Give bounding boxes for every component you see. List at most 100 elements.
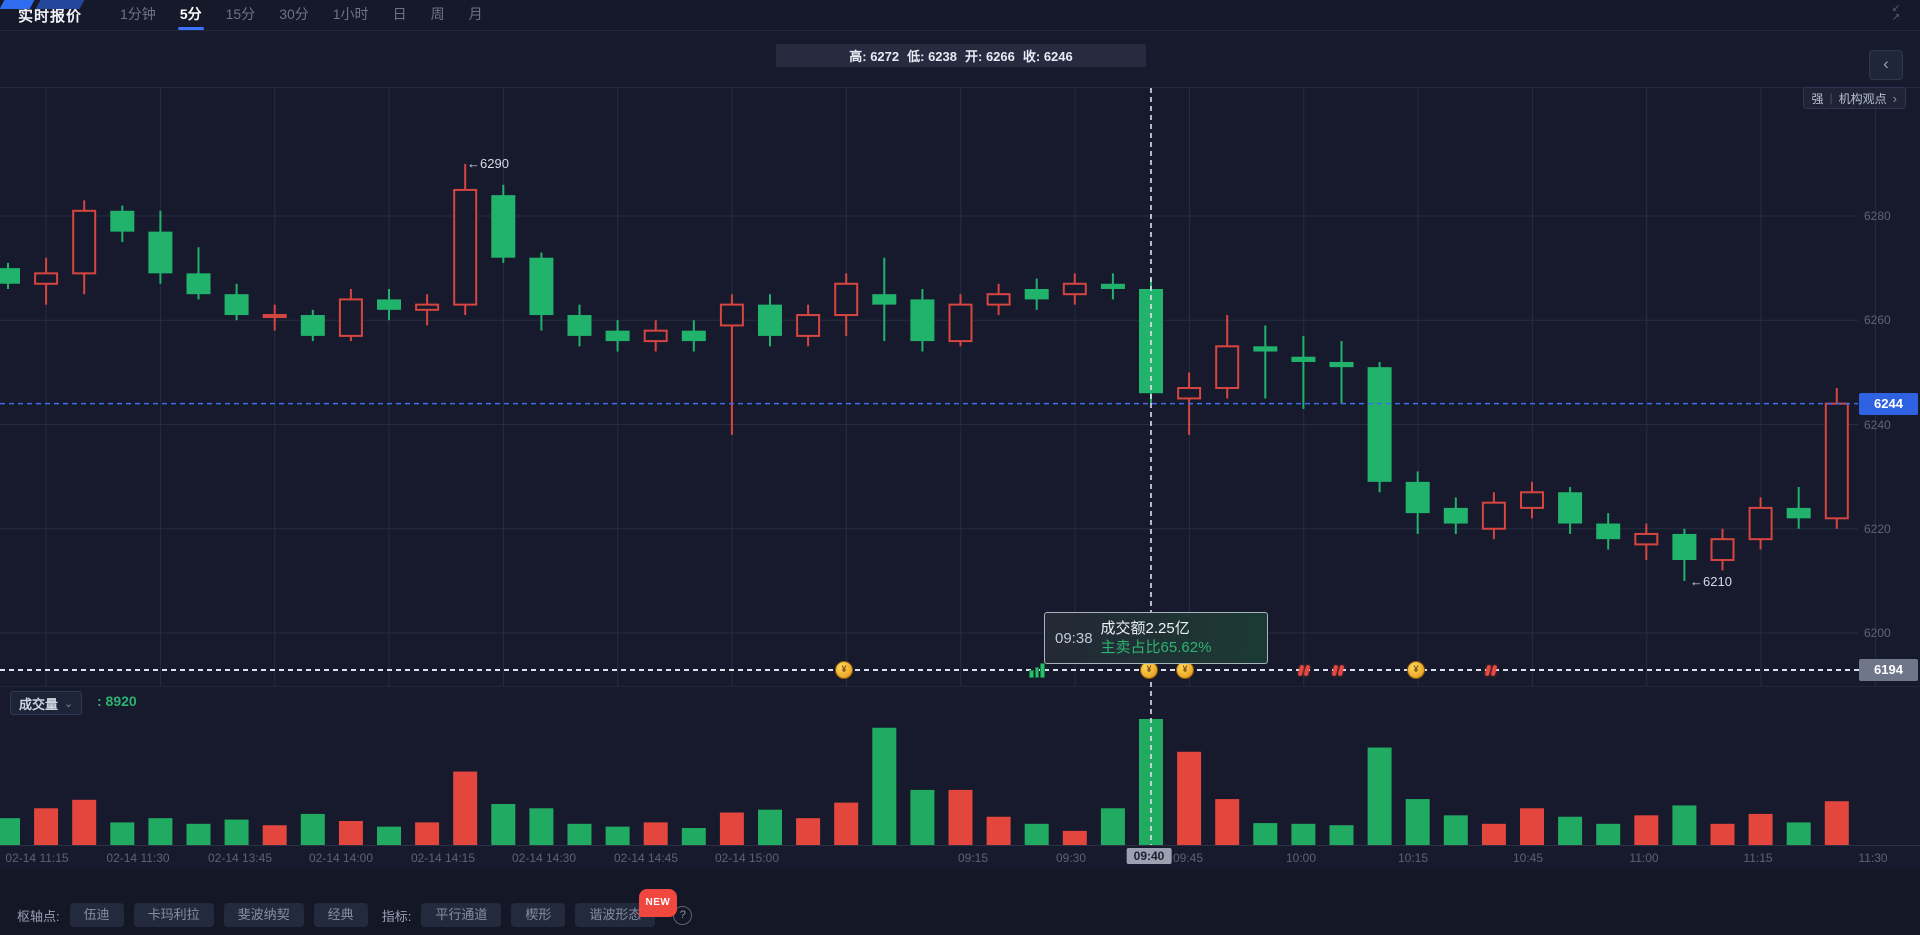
candle-body[interactable] [948, 303, 973, 343]
volume-bar[interactable] [872, 727, 897, 845]
volume-bar[interactable] [1481, 823, 1506, 845]
volume-bar[interactable] [1596, 823, 1621, 845]
candle-body[interactable] [1824, 402, 1849, 520]
indicator-button-1[interactable]: 楔形 [511, 903, 566, 927]
candle-body[interactable] [224, 294, 249, 316]
candle-body[interactable] [110, 210, 135, 232]
candle-body[interactable] [1253, 346, 1278, 352]
tab-interval-3[interactable]: 30分 [279, 6, 309, 22]
volume-bar[interactable] [1177, 751, 1202, 845]
tab-interval-4[interactable]: 1小时 [332, 6, 369, 22]
candle-body[interactable] [1291, 356, 1316, 362]
volume-bar[interactable] [186, 823, 211, 845]
volume-bar[interactable] [948, 789, 973, 845]
candle-body[interactable] [1443, 507, 1468, 524]
candle-body[interactable] [1405, 481, 1430, 514]
volume-bar[interactable] [110, 822, 135, 845]
volume-bar[interactable] [1291, 823, 1316, 845]
candle-body[interactable] [262, 314, 287, 319]
candle-body[interactable] [1596, 523, 1621, 540]
pivot-button-0[interactable]: 伍迪 [69, 903, 124, 927]
tab-interval-0[interactable]: 1分钟 [120, 6, 156, 22]
volume-bar[interactable] [719, 812, 744, 845]
candle-body[interactable] [1100, 283, 1125, 289]
marker-coin-icon[interactable]: ¥ [1407, 661, 1425, 679]
candle-body[interactable] [1329, 361, 1354, 368]
marker-coin-icon[interactable]: ¥ [835, 661, 853, 679]
volume-bar[interactable] [0, 818, 20, 845]
pivot-button-3[interactable]: 经典 [313, 903, 368, 927]
candle-body[interactable] [34, 272, 59, 285]
volume-bar[interactable] [796, 818, 821, 845]
candle-body[interactable] [796, 314, 821, 337]
volume-bar[interactable] [262, 825, 287, 845]
volume-bar[interactable] [72, 799, 97, 845]
volume-bar[interactable] [758, 809, 782, 845]
collapse-panel-button[interactable]: ‹ [1869, 50, 1903, 80]
candle-body[interactable] [1520, 491, 1544, 509]
candle-body[interactable] [1558, 492, 1583, 524]
volume-bar[interactable] [1405, 799, 1430, 845]
tab-interval-5[interactable]: 日 [392, 6, 407, 22]
marker-chart-up-icon[interactable] [1029, 662, 1046, 678]
volume-bar[interactable] [453, 771, 478, 845]
volume-bar[interactable] [1100, 808, 1125, 845]
candle-body[interactable] [529, 257, 554, 316]
marker-flame-icon[interactable] [1296, 662, 1312, 678]
volume-bar[interactable] [34, 808, 59, 845]
candle-body[interactable] [72, 209, 97, 275]
indicator-button-2[interactable]: 谐波形态 NEW [575, 889, 678, 927]
candle-body[interactable] [453, 188, 478, 306]
volume-bar[interactable] [1443, 815, 1468, 845]
candle-body[interactable] [338, 298, 363, 337]
volume-bar[interactable] [1748, 813, 1773, 845]
volume-bar[interactable] [1710, 823, 1735, 845]
candle-body[interactable] [1786, 507, 1811, 519]
candle-body[interactable] [1634, 532, 1659, 546]
candle-body[interactable] [186, 273, 211, 295]
tab-interval-6[interactable]: 周 [430, 6, 445, 22]
candle-body[interactable] [1024, 288, 1049, 300]
volume-indicator-selector[interactable]: 成交量 ⌄ [10, 691, 83, 715]
candle-body[interactable] [491, 195, 516, 258]
candle-body[interactable] [834, 282, 859, 317]
volume-bar[interactable] [986, 816, 1011, 845]
candle-body[interactable] [910, 299, 935, 342]
candle-body[interactable] [0, 268, 20, 284]
volume-bar[interactable] [1634, 815, 1659, 845]
candle-body[interactable] [567, 315, 592, 336]
volume-bar[interactable] [300, 813, 325, 845]
pivot-button-1[interactable]: 卡玛利拉 [133, 903, 214, 927]
volume-bar[interactable] [1215, 799, 1240, 845]
candle-body[interactable] [1177, 387, 1202, 400]
volume-bar[interactable] [1062, 830, 1087, 845]
volume-bar[interactable] [605, 826, 630, 845]
volume-bar[interactable] [834, 802, 859, 845]
volume-bar[interactable] [377, 826, 401, 845]
candle-body[interactable] [872, 294, 897, 305]
candle-body[interactable] [148, 231, 173, 274]
candle-body[interactable] [681, 330, 706, 342]
volume-bar[interactable] [1367, 747, 1392, 845]
volume-bar[interactable] [338, 820, 363, 845]
tab-interval-2[interactable]: 15分 [225, 6, 256, 22]
candle-body[interactable] [719, 303, 744, 327]
candle-body[interactable] [758, 304, 782, 336]
marker-flame-icon[interactable] [1330, 662, 1346, 678]
volume-bar[interactable] [1329, 825, 1354, 845]
tab-interval-1[interactable]: 5分 [180, 0, 202, 30]
candle-body[interactable] [1367, 367, 1392, 482]
volume-bar[interactable] [1786, 822, 1811, 845]
volume-bar[interactable] [643, 822, 668, 845]
volume-bar[interactable] [529, 808, 554, 845]
candle-body[interactable] [415, 303, 440, 311]
candle-body[interactable] [1215, 345, 1240, 390]
volume-bar[interactable] [491, 804, 516, 845]
volume-bar[interactable] [910, 789, 935, 845]
candle-body[interactable] [605, 330, 630, 342]
candle-body[interactable] [1710, 538, 1735, 562]
collapse-window-icon[interactable]: ↙ ↗ [1891, 3, 1901, 23]
candle-body[interactable] [1672, 533, 1697, 561]
volume-bar[interactable] [1253, 823, 1278, 845]
